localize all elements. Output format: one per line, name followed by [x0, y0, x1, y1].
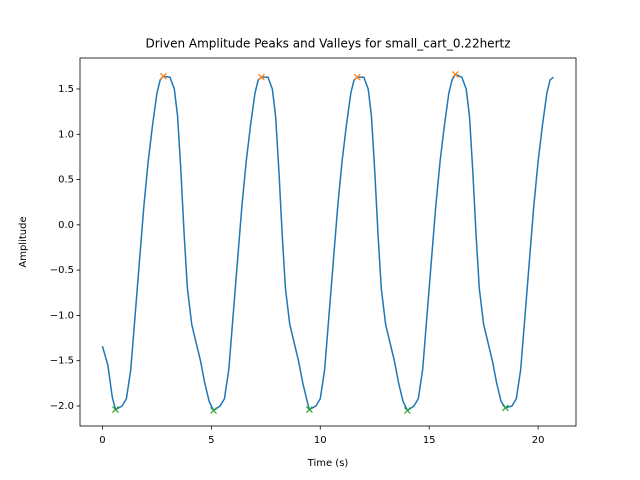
- axes-frame: [79, 57, 577, 427]
- plot-area: [101, 71, 554, 414]
- marker: [501, 404, 509, 412]
- marker: [403, 407, 411, 414]
- marker: [353, 73, 361, 81]
- data-line: [101, 73, 554, 412]
- x-tick-label: 5: [208, 435, 214, 446]
- marker-stroke: [305, 406, 313, 414]
- y-tick-label: −2.0: [50, 401, 74, 412]
- y-tick-label: 0.5: [58, 175, 74, 186]
- x-tick-label: 15: [423, 435, 436, 446]
- marker: [160, 72, 167, 80]
- x-axis-label: Time (s): [307, 458, 349, 469]
- marker-stroke: [353, 73, 361, 81]
- y-tick-label: −1.5: [50, 356, 74, 367]
- x-tick-label: 0: [99, 435, 105, 446]
- marker: [258, 73, 265, 81]
- marker: [210, 407, 217, 414]
- y-tick-label: 1.0: [58, 129, 74, 140]
- marker-stroke: [403, 407, 411, 414]
- x-tick-label: 10: [314, 435, 327, 446]
- marker: [305, 406, 313, 414]
- y-axis-label: Amplitude: [18, 216, 29, 267]
- marker-stroke: [258, 73, 265, 81]
- x-tick-label: 20: [532, 435, 545, 446]
- y-tick-label: 1.5: [58, 84, 74, 95]
- y-tick-label: −0.5: [50, 265, 74, 276]
- marker: [451, 71, 459, 78]
- y-tick-label: 0.0: [58, 220, 74, 231]
- chart-title: Driven Amplitude Peaks and Valleys for s…: [145, 37, 510, 51]
- y-tick-label: −1.0: [50, 310, 74, 321]
- marker-stroke: [112, 406, 119, 414]
- marker-stroke: [210, 407, 217, 414]
- marker-stroke: [451, 71, 459, 78]
- marker-stroke: [160, 72, 167, 80]
- marker: [112, 406, 119, 414]
- marker-stroke: [501, 404, 509, 412]
